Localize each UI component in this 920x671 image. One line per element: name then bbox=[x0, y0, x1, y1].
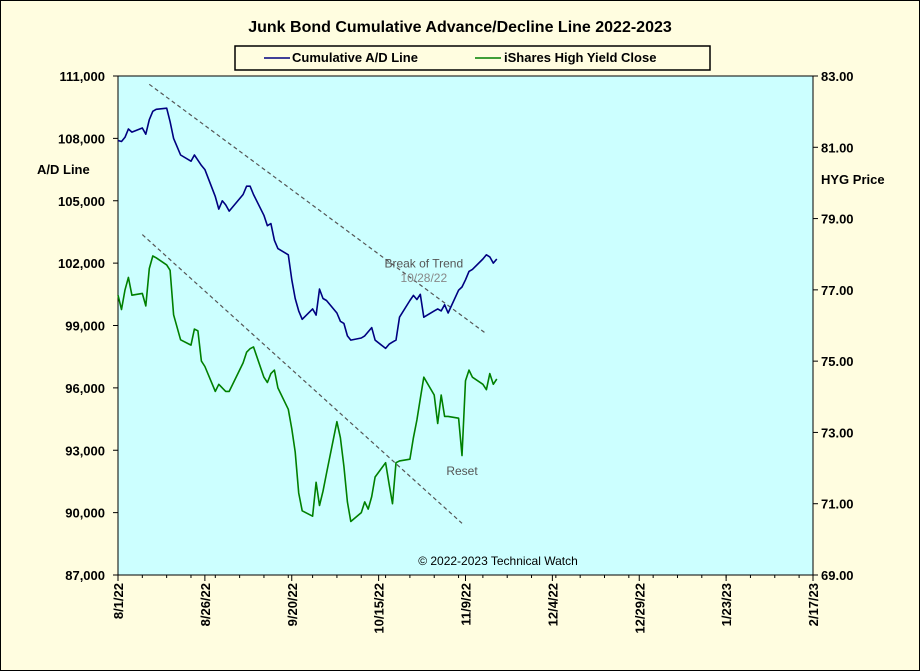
trendlines-group bbox=[141, 83, 487, 524]
right-tick-label: 73.00 bbox=[821, 425, 854, 440]
copyright-text: © 2022-2023 Technical Watch bbox=[418, 554, 578, 568]
annotation-text: Break of Trend bbox=[384, 256, 463, 270]
left-tick-label: 90,000 bbox=[65, 506, 105, 521]
x-tick-label: 10/15/22 bbox=[372, 583, 387, 634]
right-tick-label: 75.00 bbox=[821, 354, 854, 369]
trendline-1 bbox=[141, 234, 463, 524]
right-tick-label: 77.00 bbox=[821, 283, 854, 298]
right-tick-label: 83.00 bbox=[821, 69, 854, 84]
x-tick-label: 12/29/22 bbox=[632, 583, 647, 634]
legend-label-ad: Cumulative A/D Line bbox=[292, 50, 418, 65]
x-tick-label: 8/26/22 bbox=[198, 583, 213, 626]
left-tick-label: 93,000 bbox=[65, 443, 105, 458]
left-tick-label: 102,000 bbox=[58, 256, 105, 271]
series-line-hyg bbox=[117, 255, 498, 523]
left-tick-label: 105,000 bbox=[58, 194, 105, 209]
series-line-ad bbox=[117, 107, 498, 350]
left-tick-label: 99,000 bbox=[65, 319, 105, 334]
left-tick-label: 87,000 bbox=[65, 568, 105, 583]
right-tick-label: 71.00 bbox=[821, 497, 854, 512]
right-tick-label: 69.00 bbox=[821, 568, 854, 583]
legend: Cumulative A/D Line iShares High Yield C… bbox=[234, 45, 711, 71]
legend-label-hyg: iShares High Yield Close bbox=[504, 50, 656, 65]
right-tick-label: 79.00 bbox=[821, 212, 854, 227]
left-tick-label: 111,000 bbox=[59, 69, 105, 84]
right-axis-label: HYG Price bbox=[821, 172, 885, 187]
x-tick-label: 1/23/23 bbox=[719, 583, 734, 626]
x-tick-label: 9/20/22 bbox=[285, 583, 300, 626]
left-tick-label: 108,000 bbox=[58, 131, 105, 146]
left-tick-label: 96,000 bbox=[65, 381, 105, 396]
x-tick-label: 8/1/22 bbox=[111, 583, 126, 619]
axes-group: 111,000 108,000 105,000 102,000 99,000 96,000… bbox=[58, 69, 854, 634]
left-axis-label: A/D Line bbox=[37, 162, 90, 177]
x-tick-label: 2/17/23 bbox=[806, 583, 821, 626]
series-group bbox=[117, 107, 498, 523]
legend-box bbox=[234, 45, 711, 71]
plot-area bbox=[117, 75, 814, 576]
right-tick-label: 81.00 bbox=[821, 140, 854, 155]
x-tick-label: 12/4/22 bbox=[545, 583, 560, 626]
x-tick-label: 11/9/22 bbox=[459, 583, 474, 626]
chart-title: Junk Bond Cumulative Advance/Decline Lin… bbox=[248, 19, 672, 36]
annotation-text: Reset bbox=[446, 464, 478, 478]
annotation-text: 10/28/22 bbox=[400, 271, 447, 285]
